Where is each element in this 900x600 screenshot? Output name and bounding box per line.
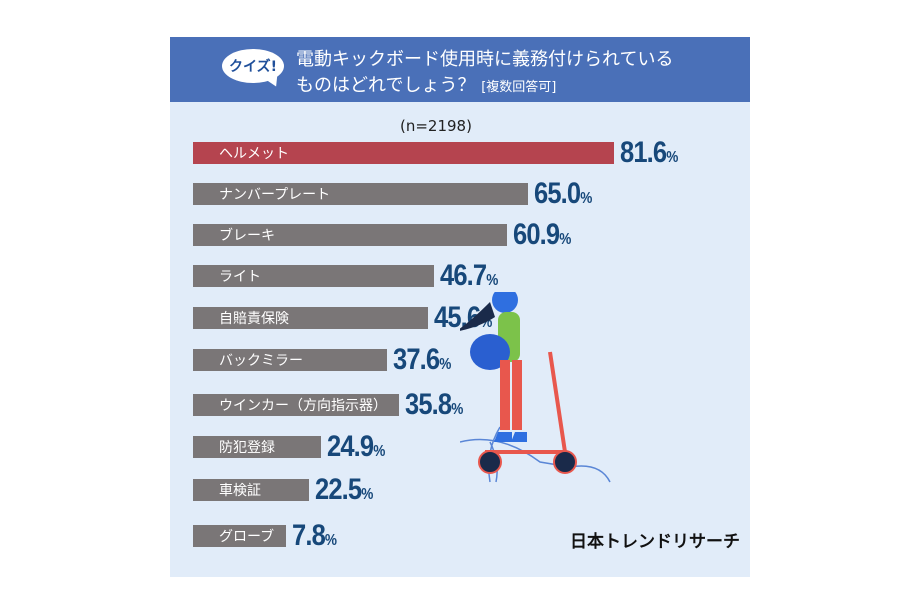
value-unit: % [666,149,678,166]
bar-row: ナンバープレート 65.0% [193,177,602,210]
bar-row: 防犯登録 24.9% [193,430,395,463]
value-number: 35.8 [405,388,452,421]
scooter-rider-illustration [460,292,611,483]
bar: 自賠責保険 [193,307,429,329]
value-number: 45.6 [434,301,481,334]
bar-row: ヘルメット 81.6% [193,136,688,169]
value-unit: % [559,231,571,248]
value-number: 60.9 [513,218,560,251]
bar: ライト [193,265,434,287]
value-label: 46.7% [439,259,498,293]
value-label: 7.8% [292,519,337,553]
bar-row: 自賠責保険 45.6% [193,301,502,334]
value-number: 37.6 [392,343,440,376]
sample-size: (n=2198) [400,117,472,135]
value-number: 22.5 [315,473,362,506]
value-label: 24.9% [327,430,386,464]
bar-row: 車検証 22.5% [193,473,383,506]
value-unit: % [324,532,337,549]
value-number: 65.0 [534,177,581,210]
bar-row: グローブ 7.8% [193,519,344,552]
value-label: 81.6% [620,136,678,170]
bar: グローブ [193,525,286,547]
value-label: 22.5% [315,473,373,507]
value-number: 81.6 [620,136,667,169]
value-label: 35.8% [405,388,463,422]
title-line-2: ものはどれでしょう？ [複数回答可] [296,71,556,97]
value-number: 46.7 [439,259,487,292]
value-unit: % [580,190,593,207]
value-number: 7.8 [292,519,326,552]
value-unit: % [486,272,498,289]
bar-row: ライト 46.7% [193,259,508,292]
bar-row: バックミラー 37.6% [193,343,461,376]
bar: ナンバープレート [193,183,529,205]
bar-row: ウインカー（方向指示器） 35.8% [193,388,473,421]
bar: ブレーキ [193,224,508,246]
value-number: 24.9 [327,430,374,463]
value-unit: % [439,356,451,373]
title-question: ものはどれでしょう？ [296,75,476,96]
bar: 車検証 [193,479,310,501]
bar: 防犯登録 [193,436,322,458]
header: クイズ! 電動キックボード使用時に義務付けられている ものはどれでしょう？ [複… [170,37,750,102]
quiz-badge: クイズ! [222,49,284,83]
infographic-panel: クイズ! 電動キックボード使用時に義務付けられている ものはどれでしょう？ [複… [170,37,750,577]
value-unit: % [373,443,386,460]
bar: バックミラー [193,349,387,371]
bar: ウインカー（方向指示器） [193,394,399,416]
bar: ヘルメット [193,142,614,164]
title-note: [複数回答可] [481,80,557,95]
bar-row: ブレーキ 60.9% [193,218,581,251]
value-label: 60.9% [513,218,571,252]
logo-nihon-trend-research: 日本トレンドリサーチ [570,532,740,552]
value-label: 65.0% [534,177,593,211]
value-label: 37.6% [392,343,451,377]
value-unit: % [451,401,463,418]
title-line-1: 電動キックボード使用時に義務付けられている [296,49,674,70]
value-unit: % [361,486,373,503]
